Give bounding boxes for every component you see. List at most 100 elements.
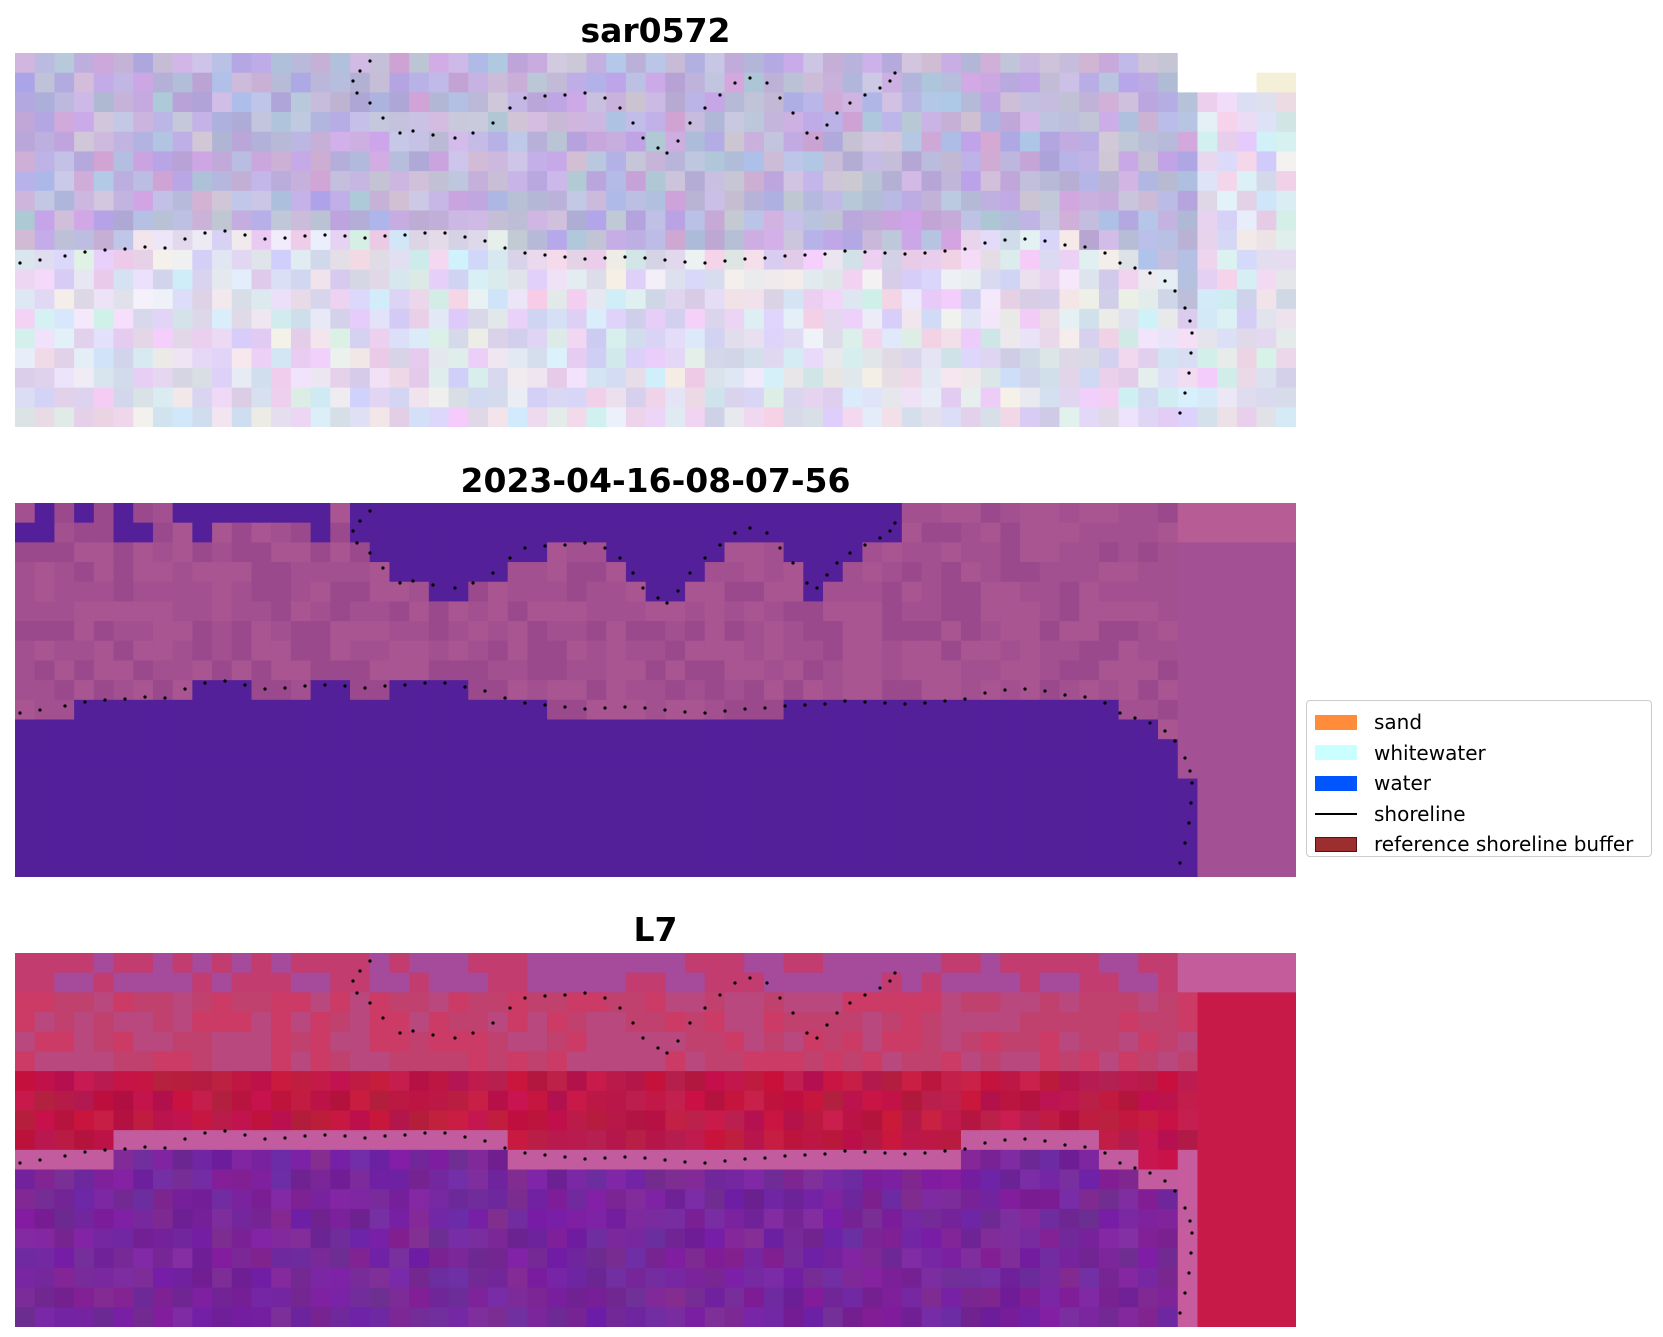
image-pixel xyxy=(1236,581,1258,603)
image-pixel xyxy=(783,542,804,563)
image-pixel xyxy=(1177,798,1199,819)
image-pixel xyxy=(941,92,962,113)
image-pixel xyxy=(389,719,410,740)
image-pixel xyxy=(842,758,864,780)
image-pixel xyxy=(448,230,469,251)
image-pixel xyxy=(113,953,134,974)
image-pixel xyxy=(862,1090,883,1112)
image-pixel xyxy=(487,699,509,721)
image-pixel xyxy=(369,72,391,93)
image-pixel xyxy=(606,1051,627,1072)
image-pixel xyxy=(921,72,942,93)
image-pixel xyxy=(251,972,272,993)
image-pixel xyxy=(350,1307,371,1327)
shoreline-upper xyxy=(351,509,897,605)
image-pixel xyxy=(547,348,568,369)
image-pixel xyxy=(1098,972,1120,993)
image-pixel xyxy=(389,621,410,642)
image-pixel xyxy=(862,1189,883,1210)
image-pixel xyxy=(54,562,75,583)
image-pixel xyxy=(1079,758,1100,780)
image-pixel xyxy=(606,171,627,192)
image-pixel xyxy=(231,817,253,839)
image-pixel xyxy=(823,562,844,583)
image-pixel xyxy=(1256,640,1277,662)
image-pixel xyxy=(290,210,312,231)
image-pixel xyxy=(74,1130,95,1151)
image-pixel xyxy=(941,522,962,543)
image-pixel xyxy=(1059,1287,1080,1308)
image-pixel xyxy=(724,151,745,172)
image-pixel xyxy=(901,660,923,681)
image-pixel xyxy=(763,562,785,583)
image-pixel xyxy=(1256,522,1277,543)
image-pixel xyxy=(606,1149,627,1171)
image-pixel xyxy=(862,1307,883,1327)
image-pixel xyxy=(113,1248,134,1269)
image-pixel xyxy=(487,1169,509,1190)
image-pixel xyxy=(763,601,785,622)
image-pixel xyxy=(389,1169,410,1190)
image-pixel xyxy=(763,407,785,427)
image-pixel xyxy=(1059,131,1080,153)
shoreline-lower xyxy=(18,1129,1194,1315)
image-pixel xyxy=(93,308,115,330)
image-pixel xyxy=(1217,1248,1238,1269)
image-pixel xyxy=(1276,798,1296,819)
image-pixel xyxy=(960,972,982,993)
image-pixel xyxy=(1000,151,1021,172)
image-pixel xyxy=(507,269,528,290)
image-pixel xyxy=(271,171,292,192)
image-pixel xyxy=(704,1130,726,1151)
image-pixel xyxy=(1118,269,1139,290)
image-pixel xyxy=(212,1267,233,1289)
image-pixel xyxy=(645,72,666,93)
image-pixel xyxy=(1118,1012,1139,1033)
image-pixel xyxy=(310,1248,331,1269)
image-pixel xyxy=(1039,210,1061,231)
image-pixel xyxy=(1020,112,1041,133)
image-pixel xyxy=(468,249,489,271)
image-pixel xyxy=(1000,1031,1021,1053)
image-pixel xyxy=(1079,542,1100,563)
image-pixel xyxy=(350,503,371,524)
image-pixel xyxy=(1000,640,1021,662)
image-pixel xyxy=(212,289,233,310)
image-pixel xyxy=(93,1051,115,1072)
image-pixel xyxy=(960,1051,982,1072)
image-pixel xyxy=(487,972,509,993)
image-pixel xyxy=(744,581,765,603)
image-pixel xyxy=(566,503,588,524)
image-pixel xyxy=(586,1267,607,1289)
image-pixel xyxy=(74,739,95,760)
image-pixel xyxy=(231,857,253,877)
image-pixel xyxy=(1079,992,1100,1013)
image-pixel xyxy=(1079,131,1100,153)
image-pixel xyxy=(468,1110,489,1131)
image-pixel xyxy=(93,522,115,543)
image-pixel xyxy=(231,1307,253,1327)
image-pixel xyxy=(744,503,765,524)
image-pixel xyxy=(54,758,75,780)
image-pixel xyxy=(54,1248,75,1269)
image-pixel xyxy=(763,1307,785,1327)
image-pixel xyxy=(1256,1228,1277,1249)
image-pixel xyxy=(369,522,391,543)
image-pixel xyxy=(882,798,903,819)
image-pixel xyxy=(901,1090,923,1112)
image-pixel xyxy=(783,269,804,290)
image-pixel xyxy=(803,407,824,427)
image-pixel xyxy=(1039,348,1061,369)
image-pixel xyxy=(251,289,272,310)
image-pixel xyxy=(586,53,607,74)
image-pixel xyxy=(547,817,568,839)
image-pixel xyxy=(34,680,56,701)
image-pixel xyxy=(941,1169,962,1190)
image-pixel xyxy=(251,1110,272,1131)
image-pixel xyxy=(310,210,331,231)
image-pixel xyxy=(823,1189,844,1210)
image-pixel xyxy=(192,640,213,662)
image-pixel xyxy=(290,230,312,251)
image-pixel xyxy=(330,1267,351,1289)
image-pixel xyxy=(547,53,568,74)
